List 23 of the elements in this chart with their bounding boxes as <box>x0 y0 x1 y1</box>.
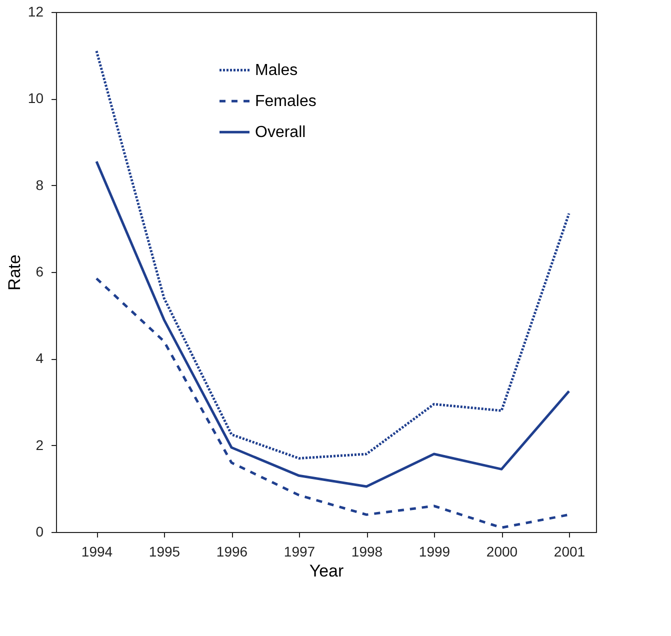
y-tick-label: 10 <box>28 90 44 106</box>
x-axis-title: Year <box>309 562 344 580</box>
x-tick-label: 1996 <box>216 544 248 560</box>
legend-label: Overall <box>255 124 306 142</box>
y-tick-label: 8 <box>36 176 44 193</box>
line-series <box>95 277 570 529</box>
x-tick-label: 2001 <box>554 544 586 560</box>
y-axis-title: Rate <box>4 254 24 290</box>
x-tick-label: 1998 <box>351 544 383 560</box>
x-tick-label: 1999 <box>418 544 450 560</box>
x-tick-label: 1994 <box>81 544 113 560</box>
x-tick-label: 1997 <box>284 544 316 560</box>
x-tick-label: 2000 <box>486 544 518 560</box>
line-series <box>95 160 570 488</box>
y-tick-label: 12 <box>28 4 44 20</box>
y-tick-label: 0 <box>36 524 44 540</box>
x-tick-label: 1995 <box>148 544 180 560</box>
y-tick-label: 6 <box>36 264 44 280</box>
y-tick-label: 4 <box>36 350 44 366</box>
y-tick-label: 2 <box>36 436 44 453</box>
legend-label: Males <box>255 62 298 80</box>
line-series <box>95 50 570 460</box>
legend-label: Females <box>255 93 316 110</box>
